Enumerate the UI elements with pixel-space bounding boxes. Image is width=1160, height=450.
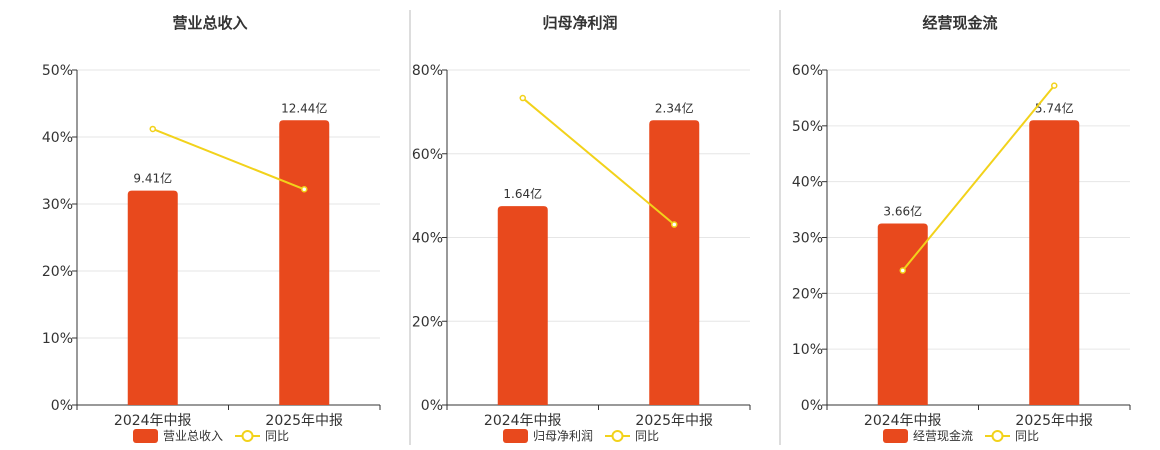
bar-data-label: 9.41亿 [133, 171, 172, 186]
chart-title: 营业总收入 [172, 14, 247, 32]
legend-bar-swatch [883, 429, 908, 443]
bar [497, 206, 548, 405]
legend-bar-label: 归母净利润 [533, 429, 593, 443]
bar-data-label: 12.44亿 [281, 100, 327, 115]
legend-line-label: 同比 [265, 429, 289, 443]
chart-title: 归母净利润 [542, 14, 617, 32]
y-tick-label: 20% [412, 314, 443, 330]
legend-line-label: 同比 [635, 429, 659, 443]
bar-data-label: 3.66亿 [883, 204, 922, 219]
y-tick-label: 0% [801, 398, 823, 414]
bar [649, 120, 700, 405]
legend-bar-label: 营业总收入 [163, 429, 223, 443]
yoy-point [671, 221, 678, 228]
y-tick-label: 60% [412, 147, 443, 163]
y-tick-label: 50% [42, 63, 73, 79]
x-category-label: 2024年中报 [484, 413, 562, 429]
yoy-point [301, 186, 308, 193]
x-category-label: 2025年中报 [1015, 413, 1093, 429]
yoy-line [152, 128, 305, 191]
bar [127, 190, 178, 405]
y-tick-label: 30% [792, 231, 823, 247]
y-tick-label: 40% [42, 130, 73, 146]
yoy-line [901, 84, 1056, 272]
y-tick-label: 20% [792, 286, 823, 302]
x-category-label: 2024年中报 [114, 413, 192, 429]
bar [877, 223, 928, 405]
x-category-label: 2025年中报 [265, 413, 343, 429]
legend-bar-label: 经营现金流 [913, 428, 973, 443]
legend-bar-swatch [503, 429, 528, 443]
bar [1029, 120, 1080, 405]
y-tick-label: 20% [42, 264, 73, 280]
y-tick-label: 10% [792, 342, 823, 358]
y-tick-label: 50% [792, 119, 823, 135]
y-tick-label: 30% [42, 197, 73, 213]
yoy-point [519, 94, 526, 102]
yoy-point [899, 267, 906, 274]
y-tick-label: 0% [51, 398, 73, 414]
legend-line-marker [991, 430, 1004, 442]
bar-data-label: 5.74亿 [1035, 100, 1074, 115]
chart-title: 经营现金流 [922, 14, 997, 32]
legend-line-marker [241, 430, 254, 442]
y-tick-label: 60% [792, 63, 823, 79]
y-tick-label: 40% [412, 231, 443, 247]
bar-data-label: 1.64亿 [503, 186, 542, 201]
yoy-point [149, 125, 156, 133]
yoy-point [1051, 82, 1058, 89]
x-category-label: 2025年中报 [635, 413, 713, 429]
legend-line-marker [611, 430, 624, 442]
legend-bar-swatch [133, 429, 158, 443]
bar [279, 120, 330, 405]
y-tick-label: 10% [42, 331, 73, 347]
bar-data-label: 2.34亿 [655, 100, 694, 115]
y-tick-label: 40% [792, 175, 823, 191]
y-tick-label: 80% [412, 63, 443, 79]
legend-line-label: 同比 [1015, 429, 1039, 443]
x-category-label: 2024年中报 [864, 413, 942, 429]
y-tick-label: 0% [421, 398, 443, 414]
yoy-line [522, 97, 675, 226]
